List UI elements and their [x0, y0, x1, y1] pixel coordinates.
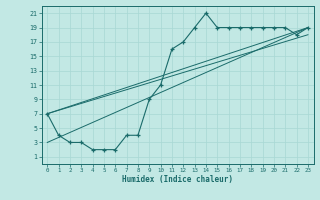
X-axis label: Humidex (Indice chaleur): Humidex (Indice chaleur) — [122, 175, 233, 184]
